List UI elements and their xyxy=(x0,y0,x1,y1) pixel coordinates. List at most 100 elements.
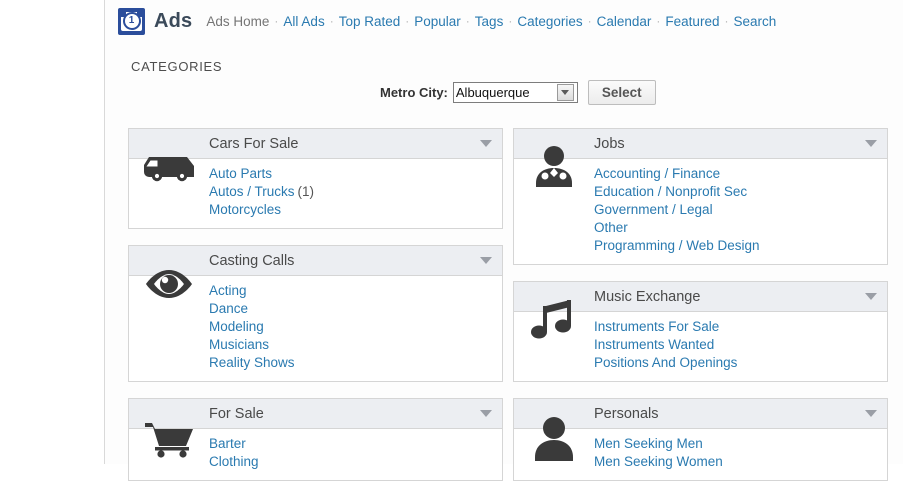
subcategory-link-programming-web-design[interactable]: Programming / Web Design xyxy=(594,238,760,253)
chevron-down-icon[interactable] xyxy=(865,293,877,300)
logo-shield-shape: 1 xyxy=(121,11,142,31)
select-button[interactable]: Select xyxy=(587,80,656,105)
nav-separator: · xyxy=(465,14,470,28)
category-card-title: Music Exchange xyxy=(594,288,701,305)
subcategory-link-education-nonprofit-sec[interactable]: Education / Nonprofit Sec xyxy=(594,184,748,199)
nav-separator: · xyxy=(274,14,279,28)
page-content: 1 Ads Ads Home · All Ads · Top Rated · Popular… xyxy=(105,0,903,481)
subcategory-link-positions-and-openings[interactable]: Positions And Openings xyxy=(594,355,738,370)
category-card-body-personals: Men Seeking Men Men Seeking Women xyxy=(514,417,887,480)
main-nav: Ads Home · All Ads · Top Rated · Popular · Tags ·… xyxy=(206,14,776,29)
nav-separator: · xyxy=(656,14,661,28)
category-card-title: Cars For Sale xyxy=(209,135,299,152)
subcategory-link-barter[interactable]: Barter xyxy=(209,436,246,451)
category-card-title: Personals xyxy=(594,405,659,422)
nav-item-tags[interactable]: Tags xyxy=(474,13,504,29)
category-card-body-cars-for-sale: Auto Parts Autos / Trucks (1) Motorcycles xyxy=(129,157,502,228)
subcategory-link-government-legal[interactable]: Government / Legal xyxy=(594,202,713,217)
category-card-header-cars-for-sale[interactable]: Cars For Sale xyxy=(129,129,502,159)
subcategory-link-modeling[interactable]: Modeling xyxy=(209,319,264,334)
category-card-title: Casting Calls xyxy=(209,252,295,269)
page-frame: 1 Ads Ads Home · All Ads · Top Rated · Popular… xyxy=(104,0,903,481)
category-card-header-casting-calls[interactable]: Casting Calls xyxy=(129,246,502,276)
page-title: CATEGORIES xyxy=(131,59,223,74)
subcategory-list: Acting Dance Modeling Musicians Reality Show… xyxy=(209,282,492,372)
subcategory-link-musicians[interactable]: Musicians xyxy=(209,337,270,352)
shield-badge-icon[interactable]: 1 xyxy=(118,7,145,35)
subcategory-link-instruments-wanted[interactable]: Instruments Wanted xyxy=(594,337,715,352)
subcategory-link-auto-parts[interactable]: Auto Parts xyxy=(209,166,273,181)
shopping-cart-icon xyxy=(141,413,197,461)
category-card-body-for-sale: Barter Clothing xyxy=(129,423,502,480)
nav-item-categories[interactable]: Categories xyxy=(517,13,583,29)
subcategory-list: Instruments For Sale Instruments Wanted Po… xyxy=(594,318,877,372)
subcategory-list: Accounting / Finance Education / Nonprofi… xyxy=(594,165,877,255)
truck-icon xyxy=(141,143,197,191)
subcategory-link-dance[interactable]: Dance xyxy=(209,301,249,316)
metro-city-label: Metro City: xyxy=(380,85,448,100)
category-column-1: Cars For Sale Auto Parts Autos / Trucks (1)… xyxy=(128,128,503,481)
category-card-header-jobs[interactable]: Jobs xyxy=(514,129,887,159)
subcategory-row: Accounting / Finance xyxy=(594,165,877,183)
nav-separator: · xyxy=(329,14,334,28)
metro-city-select[interactable]: Albuquerque xyxy=(452,82,578,103)
subcategory-link-autos-trucks[interactable]: Autos / Trucks xyxy=(209,184,295,199)
subcategory-row: Men Seeking Men xyxy=(594,435,877,453)
subcategory-list: Barter Clothing xyxy=(209,435,492,471)
nav-item-top-rated[interactable]: Top Rated xyxy=(338,13,401,29)
nav-item-search[interactable]: Search xyxy=(733,13,777,29)
subcategory-row: Motorcycles xyxy=(209,201,492,219)
metro-city-selected-value: Albuquerque xyxy=(455,85,530,100)
category-card-jobs: Jobs Accounting / Finance Education / Nonp… xyxy=(513,128,888,265)
subcategory-row: Reality Shows xyxy=(209,354,492,372)
nav-separator: · xyxy=(508,14,513,28)
subcategory-row: Positions And Openings xyxy=(594,354,877,372)
category-card-header-music-exchange[interactable]: Music Exchange xyxy=(514,282,887,312)
nav-separator: · xyxy=(724,14,729,28)
subcategory-row: Dance xyxy=(209,300,492,318)
category-card-header-personals[interactable]: Personals xyxy=(514,399,887,429)
nav-item-featured[interactable]: Featured xyxy=(665,13,720,29)
chevron-down-icon[interactable] xyxy=(865,140,877,147)
subcategory-link-men-seeking-women[interactable]: Men Seeking Women xyxy=(594,454,723,469)
subcategory-list: Auto Parts Autos / Trucks (1) Motorcycles xyxy=(209,165,492,219)
music-note-icon xyxy=(526,296,582,344)
subcategory-count: (1) xyxy=(297,184,315,199)
subcategory-link-clothing[interactable]: Clothing xyxy=(209,454,259,469)
subcategory-row: Musicians xyxy=(209,336,492,354)
logo-number: 1 xyxy=(122,12,141,30)
metro-city-filter-bar: Metro City: Albuquerque Select xyxy=(105,80,903,105)
nav-item-all-ads[interactable]: All Ads xyxy=(283,13,325,29)
chevron-down-icon[interactable] xyxy=(480,410,492,417)
subcategory-row: Education / Nonprofit Sec xyxy=(594,183,877,201)
chevron-down-icon[interactable] xyxy=(480,140,492,147)
eye-icon xyxy=(141,260,197,308)
nav-item-calendar[interactable]: Calendar xyxy=(596,13,652,29)
subcategory-link-accounting-finance[interactable]: Accounting / Finance xyxy=(594,166,721,181)
subcategory-row: Programming / Web Design xyxy=(594,237,877,255)
person-silhouette-icon xyxy=(526,413,582,461)
subcategory-link-other[interactable]: Other xyxy=(594,220,628,235)
category-card-cars-for-sale: Cars For Sale Auto Parts Autos / Trucks (1)… xyxy=(128,128,503,229)
chevron-down-icon[interactable] xyxy=(480,257,492,264)
site-header: 1 Ads Ads Home · All Ads · Top Rated · Popular… xyxy=(118,4,776,38)
subcategory-link-acting[interactable]: Acting xyxy=(209,283,247,298)
nav-separator: · xyxy=(405,14,410,28)
category-card-title: Jobs xyxy=(594,135,625,152)
subcategory-link-reality-shows[interactable]: Reality Shows xyxy=(209,355,295,370)
subcategory-link-motorcycles[interactable]: Motorcycles xyxy=(209,202,282,217)
category-card-for-sale: For Sale Barter Clothing xyxy=(128,398,503,481)
nav-item-popular[interactable]: Popular xyxy=(414,13,461,29)
subcategory-link-men-seeking-men[interactable]: Men Seeking Men xyxy=(594,436,703,451)
brand-name: Ads xyxy=(154,9,193,32)
left-margin-rule xyxy=(104,0,105,464)
chevron-down-icon[interactable] xyxy=(865,410,877,417)
subcategory-row: Government / Legal xyxy=(594,201,877,219)
category-card-body-jobs: Accounting / Finance Education / Nonprofi… xyxy=(514,146,887,264)
caret-down-icon xyxy=(556,84,574,101)
subcategory-row: Clothing xyxy=(209,453,492,471)
category-card-header-for-sale[interactable]: For Sale xyxy=(129,399,502,429)
subcategory-link-instruments-for-sale[interactable]: Instruments For Sale xyxy=(594,319,720,334)
business-person-icon xyxy=(526,143,582,191)
category-column-2: Jobs Accounting / Finance Education / Nonp… xyxy=(513,128,888,481)
